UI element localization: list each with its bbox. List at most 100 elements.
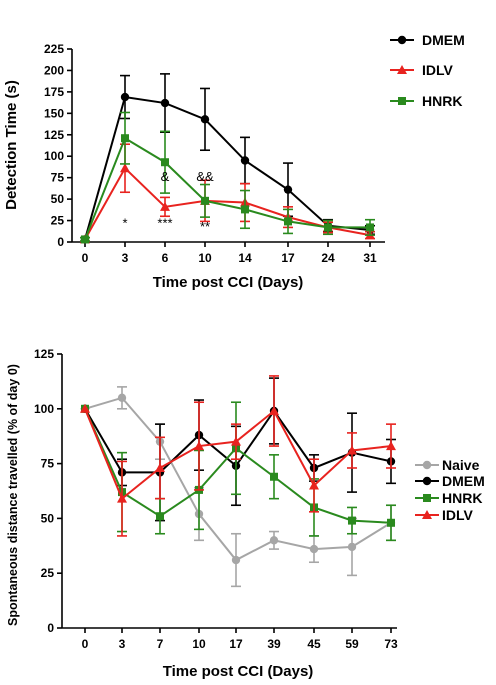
data-point — [81, 235, 89, 244]
series-hnrk — [81, 401, 396, 542]
series-idlv — [80, 375, 396, 537]
data-point — [194, 441, 204, 451]
data-point — [121, 134, 129, 143]
y-tick-label: 100 — [44, 149, 64, 163]
x-tick-label: 73 — [384, 637, 398, 651]
panel-b-chart: 0 25 50 75 100 125 0 3 7 10 17 39 45 59 73 Time post CC… — [6, 347, 485, 680]
significance-annotation: * — [122, 215, 127, 230]
legend-item-hnrk: HNRK — [390, 93, 462, 109]
x-tick-label: 39 — [267, 637, 281, 651]
x-tick-label: 0 — [82, 251, 89, 265]
x-tick-label: 17 — [281, 251, 295, 265]
legend-label: HNRK — [422, 93, 462, 109]
data-point — [387, 518, 395, 527]
legend-label: DMEM — [442, 473, 485, 489]
x-tick-label: 31 — [363, 251, 377, 265]
data-point — [284, 217, 292, 226]
x-tick-label: 3 — [122, 251, 129, 265]
x-tick-label: 6 — [162, 251, 169, 265]
x-tick-label: 24 — [321, 251, 335, 265]
significance-annotation: & — [161, 169, 170, 184]
y-tick-label: 25 — [41, 566, 55, 580]
data-point — [117, 393, 127, 403]
x-tick-label: 14 — [238, 251, 252, 265]
legend-item-dmem: DMEM — [415, 473, 485, 489]
y-axis-title: Spontaneous distance travelled (% of day… — [6, 364, 20, 626]
data-point — [347, 445, 357, 455]
legend-item-idlv: IDLV — [415, 507, 474, 523]
data-point — [241, 205, 249, 214]
y-tick-label: 100 — [34, 402, 54, 416]
y-tick-label: 225 — [44, 42, 64, 56]
panel-a-chart: 0 25 50 75 100 125 150 175 200 225 0 3 6 10 14 17 24 31 Ti… — [3, 32, 465, 291]
y-tick-label: 150 — [44, 106, 64, 120]
data-point — [270, 472, 278, 481]
significance-annotation: *** — [157, 215, 172, 230]
data-point — [309, 544, 319, 554]
x-tick-label: 17 — [229, 637, 243, 651]
legend-marker — [422, 510, 432, 519]
legend-item-hnrk: HNRK — [415, 490, 482, 506]
data-point — [366, 223, 374, 232]
data-point — [156, 512, 164, 521]
legend-marker — [397, 65, 407, 74]
significance-annotation: && — [196, 169, 214, 184]
significance-annotation: ** — [200, 219, 210, 234]
y-tick-label: 175 — [44, 85, 64, 99]
series-line — [84, 408, 392, 501]
x-tick-label: 10 — [192, 637, 206, 651]
y-tick-label: 25 — [51, 214, 65, 228]
data-point — [160, 201, 170, 211]
data-point — [201, 196, 209, 205]
legend-marker — [397, 35, 407, 45]
series-line — [84, 136, 370, 240]
data-point — [160, 98, 170, 108]
data-point — [155, 462, 165, 472]
x-tick-label: 3 — [119, 637, 126, 651]
x-axis-title: Time post CCI (Days) — [153, 274, 304, 291]
data-point — [348, 516, 356, 525]
y-tick-label: 50 — [51, 192, 65, 206]
data-point — [80, 403, 90, 413]
data-point — [269, 405, 279, 415]
series-naive — [80, 386, 396, 588]
y-tick-label: 125 — [44, 128, 64, 142]
data-point — [309, 480, 319, 490]
series-line — [84, 95, 371, 240]
data-point — [324, 223, 332, 232]
y-tick-label: 200 — [44, 63, 64, 77]
y-axis-title: Detection Time (s) — [3, 80, 20, 210]
legend-label: HNRK — [442, 490, 482, 506]
series-hnrk — [80, 111, 375, 244]
data-point — [200, 115, 210, 124]
legend-marker — [422, 460, 432, 470]
data-point — [117, 493, 127, 503]
legend-label: IDLV — [442, 507, 474, 523]
data-point — [231, 436, 241, 446]
data-point — [283, 185, 293, 194]
data-point — [347, 542, 357, 552]
x-axis-title: Time post CCI (Days) — [163, 663, 314, 680]
legend-item-naive: Naive — [415, 457, 480, 473]
series-line — [84, 396, 392, 562]
y-tick-label: 75 — [51, 171, 65, 185]
data-point — [386, 441, 396, 451]
data-point — [161, 158, 169, 167]
legend-marker — [422, 476, 432, 486]
data-point — [231, 555, 241, 565]
legend-label: DMEM — [422, 32, 465, 48]
data-point — [120, 92, 130, 102]
y-tick-label: 0 — [47, 621, 54, 635]
x-tick-label: 59 — [345, 637, 359, 651]
x-tick-label: 10 — [198, 251, 212, 265]
legend-item-idlv: IDLV — [390, 62, 454, 78]
legend-marker — [398, 97, 406, 105]
legend-label: IDLV — [422, 62, 454, 78]
data-point — [269, 536, 279, 545]
data-point — [240, 156, 250, 165]
y-tick-label: 0 — [57, 235, 64, 249]
y-tick-label: 125 — [34, 347, 54, 361]
y-tick-label: 75 — [41, 457, 55, 471]
data-point — [120, 163, 130, 173]
